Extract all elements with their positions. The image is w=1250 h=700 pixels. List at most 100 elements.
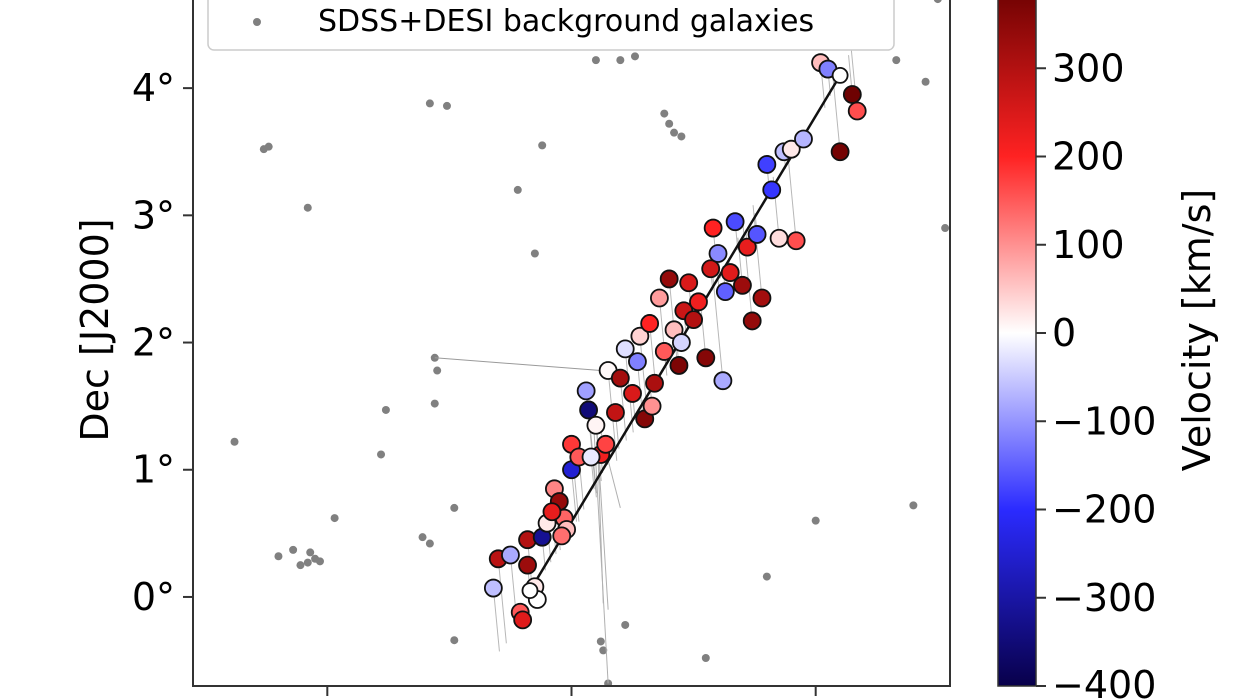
colorbar-tick-label: −200 xyxy=(1052,488,1156,532)
member-track-line xyxy=(742,221,753,321)
background-galaxy-point xyxy=(599,646,608,655)
y-axis-title: Dec [J2000] xyxy=(73,218,117,441)
background-galaxy-point xyxy=(538,141,547,150)
member-galaxy-point xyxy=(696,348,716,368)
plot-area xyxy=(192,0,951,687)
background-galaxy-point xyxy=(670,128,679,137)
legend: SDSS+DESI background galaxies xyxy=(207,0,895,51)
member-galaxy-point xyxy=(715,282,735,302)
background-galaxy-point xyxy=(303,558,312,567)
member-galaxy-point xyxy=(642,396,662,416)
member-galaxy-point xyxy=(610,368,630,388)
background-galaxy-point xyxy=(330,514,339,523)
member-galaxy-point xyxy=(483,578,503,598)
member-galaxy-point xyxy=(669,356,689,375)
colorbar-tick-label: 0 xyxy=(1052,311,1076,355)
colorbar-tick-label: 100 xyxy=(1052,223,1125,267)
member-galaxy-point xyxy=(659,269,679,289)
member-galaxy-point xyxy=(640,314,660,333)
member-galaxy-point xyxy=(552,526,572,546)
member-track-line xyxy=(497,558,507,644)
background-galaxy-point xyxy=(892,56,901,65)
background-galaxy-point xyxy=(665,119,674,128)
member-galaxy-point xyxy=(742,311,762,331)
member-galaxy-point xyxy=(713,371,733,391)
ridge-line xyxy=(528,74,842,592)
background-galaxy-point xyxy=(513,185,522,194)
colorbar: 300 200 100 0 −100 −200 −300 −400 Velocity [km/… xyxy=(997,0,1219,700)
background-galaxy-point xyxy=(289,545,298,554)
member-galaxy-point xyxy=(518,555,537,575)
member-track-line xyxy=(711,270,724,381)
background-galaxy-point xyxy=(591,56,600,65)
background-galaxy-point xyxy=(450,503,459,512)
background-galaxy-point xyxy=(230,437,239,446)
background-galaxy-point xyxy=(377,450,386,459)
background-galaxy-point xyxy=(274,552,283,561)
legend-box xyxy=(207,0,895,51)
member-galaxy-point xyxy=(847,101,867,121)
member-galaxy-point xyxy=(757,155,777,174)
member-track-line xyxy=(593,431,609,684)
member-galaxy-point xyxy=(708,244,728,263)
background-galaxy-point xyxy=(381,405,390,414)
member-galaxy-point xyxy=(581,447,601,467)
background-galaxy-point xyxy=(909,501,918,510)
member-galaxy-point xyxy=(786,231,806,251)
member-galaxy-point xyxy=(650,288,669,308)
member-track-line xyxy=(832,75,841,152)
background-galaxy-point xyxy=(296,561,305,570)
member-galaxy-point xyxy=(703,218,723,238)
background-galaxy-point xyxy=(315,557,324,566)
member-galaxy-point xyxy=(752,288,772,308)
member-galaxy-point xyxy=(733,275,752,295)
y-axis: 0° 1° 2° 3° 4° xyxy=(132,66,193,619)
background-galaxy-point xyxy=(433,366,442,375)
member-galaxy-point xyxy=(615,339,635,359)
background-galaxy-point xyxy=(306,548,315,557)
colorbar-tick-label: 300 xyxy=(1052,46,1125,90)
member-galaxy-point xyxy=(830,142,850,162)
background-galaxy-point xyxy=(530,249,539,258)
background-galaxy-point xyxy=(442,101,451,110)
background-galaxy-point xyxy=(425,539,434,548)
member-galaxy-point xyxy=(679,273,699,293)
background-galaxy-point xyxy=(701,654,710,663)
background-galaxy-point xyxy=(425,99,434,108)
member-track-line xyxy=(639,336,648,409)
member-track-line xyxy=(492,588,500,652)
member-galaxy-point xyxy=(842,85,862,104)
member-track-line xyxy=(752,205,763,299)
y-tick-label: 3° xyxy=(132,193,175,237)
member-track-line xyxy=(786,148,797,241)
background-galaxies-layer xyxy=(230,0,950,686)
legend-entry-label: SDSS+DESI background galaxies xyxy=(318,4,814,39)
member-galaxy-point xyxy=(513,610,533,630)
member-galaxy-point xyxy=(701,259,721,279)
background-galaxy-point xyxy=(596,637,605,646)
background-galaxy-point xyxy=(811,516,820,525)
member-galaxy-point xyxy=(586,415,606,435)
background-galaxy-point xyxy=(630,52,639,61)
member-galaxy-point xyxy=(671,333,691,352)
y-tick-label: 1° xyxy=(132,448,175,492)
ridge-layer xyxy=(528,74,842,592)
member-galaxy-point xyxy=(781,139,801,159)
background-galaxy-point xyxy=(660,109,669,118)
background-galaxy-point xyxy=(941,224,950,233)
background-galaxy-point xyxy=(264,142,273,151)
member-galaxy-point xyxy=(628,352,647,372)
member-galaxy-point xyxy=(794,129,813,149)
member-galaxy-point xyxy=(684,310,703,330)
plot-frame xyxy=(192,0,951,687)
y-tick-label: 4° xyxy=(132,66,175,110)
member-galaxy-point xyxy=(747,225,767,244)
member-galaxy-point xyxy=(542,502,562,522)
member-galaxy-point xyxy=(606,403,625,422)
member-galaxy-point xyxy=(720,263,740,282)
member-track-line xyxy=(434,357,601,372)
member-galaxy-point xyxy=(737,237,757,257)
legend-marker xyxy=(253,18,261,26)
background-galaxy-point xyxy=(677,132,686,141)
